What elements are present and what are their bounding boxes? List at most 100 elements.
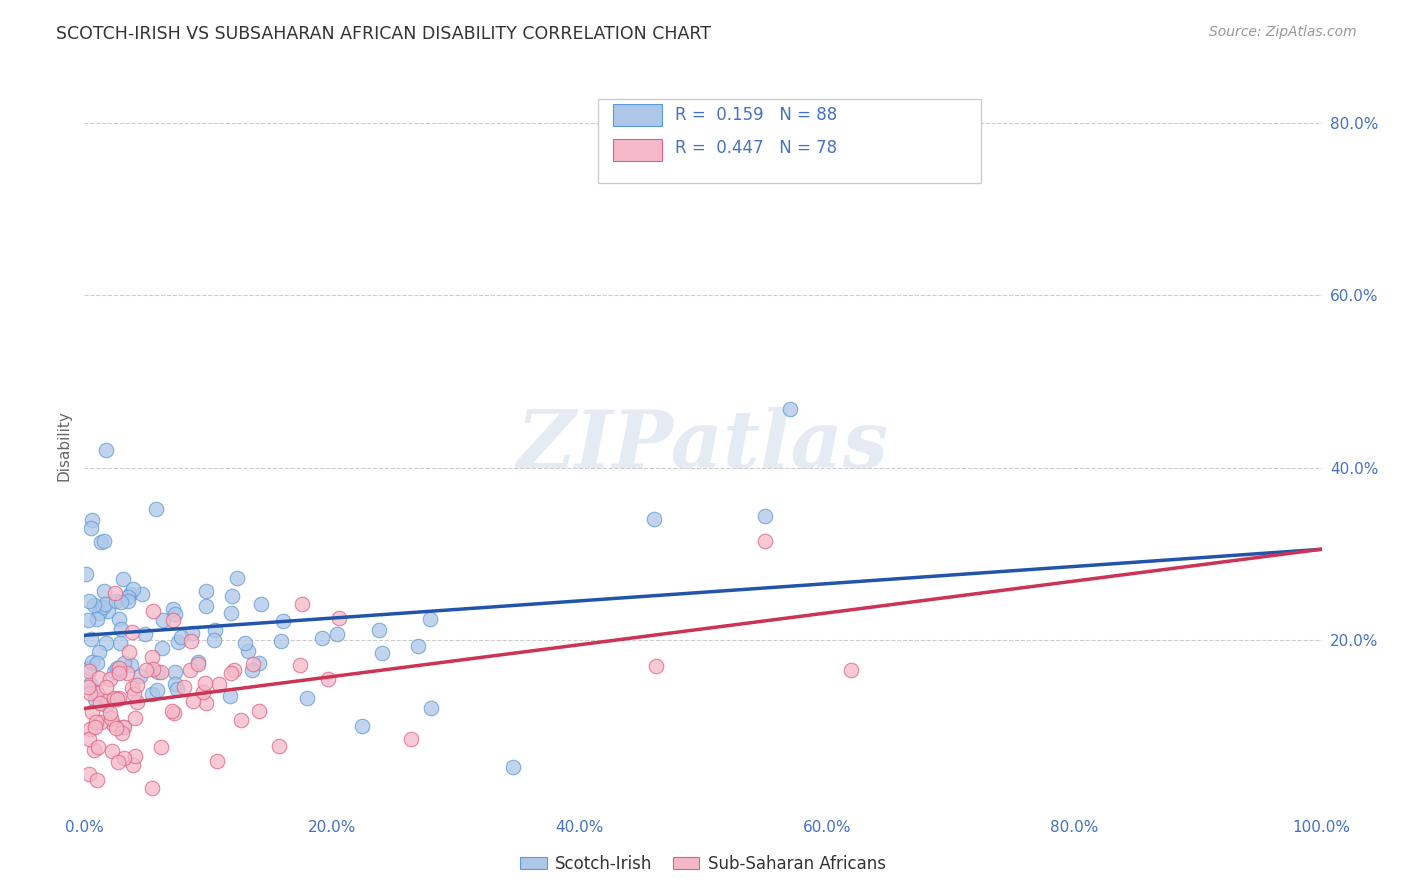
Point — [112, 720, 135, 734]
Point — [111, 725, 134, 739]
Point — [110, 622, 132, 636]
Point — [122, 582, 145, 596]
Point — [110, 665, 132, 679]
Point — [231, 713, 253, 727]
Point — [179, 663, 201, 677]
Point — [118, 587, 141, 601]
Point — [162, 613, 184, 627]
Point — [371, 646, 394, 660]
Point — [269, 739, 291, 754]
Point — [146, 682, 169, 697]
Point — [121, 681, 143, 695]
Point — [107, 660, 129, 674]
Point — [103, 691, 125, 706]
Point — [97, 692, 120, 706]
Point — [83, 598, 105, 612]
Point — [98, 672, 121, 686]
Point — [204, 623, 226, 637]
Point — [89, 696, 111, 710]
Point — [94, 680, 117, 694]
Point — [80, 655, 103, 669]
Point — [754, 534, 776, 549]
Point — [195, 599, 218, 613]
Point — [105, 721, 128, 735]
Point — [420, 701, 443, 715]
Point — [83, 720, 105, 734]
Point — [107, 612, 129, 626]
Point — [112, 720, 135, 734]
Point — [367, 623, 389, 637]
Point — [187, 655, 209, 669]
Point — [841, 663, 863, 677]
Point — [288, 658, 311, 673]
Point — [98, 706, 121, 720]
Point — [170, 630, 193, 644]
Point — [162, 704, 184, 718]
Point — [311, 632, 333, 646]
Point — [107, 690, 129, 705]
Point — [233, 636, 256, 650]
Point — [135, 663, 157, 677]
Point — [141, 780, 163, 795]
Point — [124, 711, 146, 725]
Point — [112, 572, 135, 586]
Point — [122, 687, 145, 701]
Point — [101, 716, 124, 731]
Point — [86, 685, 108, 699]
Point — [173, 680, 195, 694]
Point — [163, 665, 186, 679]
Point — [79, 677, 101, 691]
Point — [350, 718, 373, 732]
Point — [129, 669, 152, 683]
Point — [79, 686, 101, 700]
FancyBboxPatch shape — [613, 104, 662, 127]
Point — [131, 587, 153, 601]
Point — [75, 566, 97, 581]
Point — [110, 636, 132, 650]
Point — [208, 676, 231, 690]
Point — [96, 698, 118, 713]
Point — [165, 677, 187, 691]
Point — [86, 714, 108, 729]
Text: Source: ZipAtlas.com: Source: ZipAtlas.com — [1209, 25, 1357, 39]
Point — [86, 772, 108, 787]
Point — [91, 600, 114, 615]
Point — [80, 632, 103, 646]
Point — [247, 657, 270, 671]
Point — [82, 705, 104, 719]
Point — [94, 443, 117, 458]
Point — [104, 586, 127, 600]
Point — [87, 739, 110, 754]
Point — [104, 594, 127, 608]
Point — [401, 732, 423, 747]
Point — [219, 689, 242, 703]
Point — [152, 613, 174, 627]
Point — [202, 633, 225, 648]
Point — [194, 675, 217, 690]
Point — [134, 627, 156, 641]
Point — [86, 656, 108, 670]
Point — [124, 749, 146, 764]
FancyBboxPatch shape — [613, 139, 662, 161]
Point — [141, 649, 163, 664]
Point — [219, 665, 242, 680]
Point — [77, 594, 100, 608]
Point — [163, 607, 186, 622]
Point — [93, 584, 115, 599]
Point — [77, 731, 100, 746]
Text: SCOTCH-IRISH VS SUBSAHARAN AFRICAN DISABILITY CORRELATION CHART: SCOTCH-IRISH VS SUBSAHARAN AFRICAN DISAB… — [56, 25, 711, 43]
Point — [141, 687, 163, 701]
Point — [110, 595, 132, 609]
Point — [122, 758, 145, 772]
Text: R =  0.447   N = 78: R = 0.447 N = 78 — [675, 139, 837, 157]
FancyBboxPatch shape — [598, 99, 981, 183]
Point — [90, 535, 112, 549]
Point — [142, 662, 165, 676]
Point — [180, 633, 202, 648]
Point — [419, 612, 441, 626]
Point — [162, 602, 184, 616]
Point — [240, 663, 263, 677]
Legend: Scotch-Irish, Sub-Saharan Africans: Scotch-Irish, Sub-Saharan Africans — [513, 848, 893, 880]
Point — [754, 508, 776, 523]
Point — [86, 612, 108, 626]
